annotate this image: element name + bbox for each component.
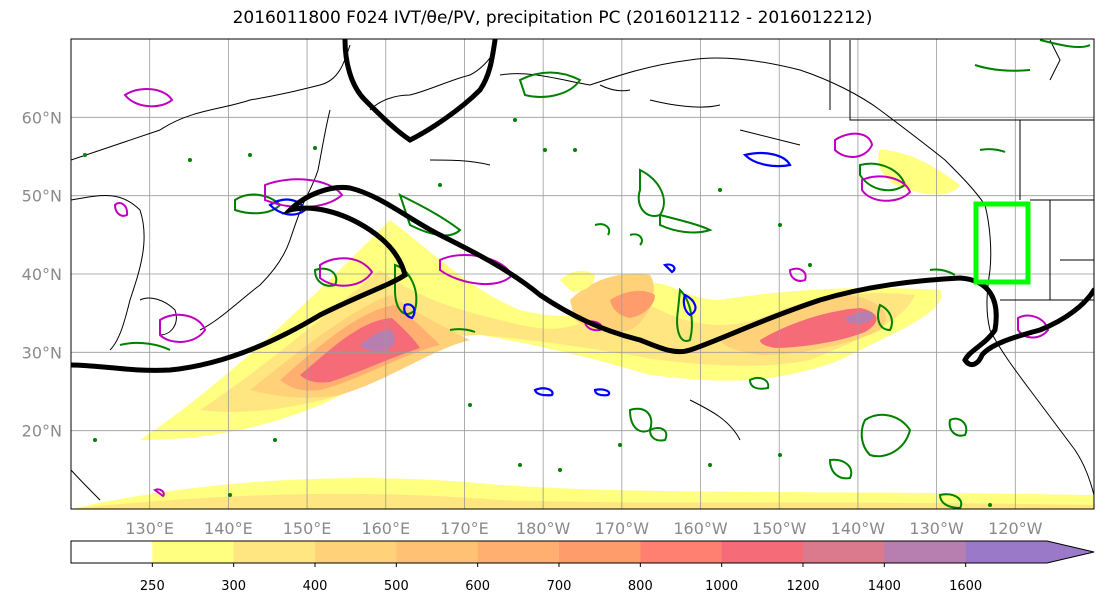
colorbar-tick-label: 1000 <box>705 579 738 594</box>
colorbar-segment <box>884 541 967 563</box>
colorbar-tick-label: 300 <box>221 579 246 594</box>
longitude-tick-label: 130°E <box>125 519 174 538</box>
longitude-tick-label: 170°E <box>440 519 489 538</box>
target-region-box <box>973 201 1031 285</box>
longitude-labels: 130°E 140°E 150°E 160°E 170°E 180°W 170°W 160°W… <box>125 519 1042 538</box>
longitude-tick-label: 120°W <box>988 519 1043 538</box>
colorbar-segment <box>233 541 316 563</box>
colorbar-segment <box>721 541 804 563</box>
colorbar-tick-label: 400 <box>303 579 328 594</box>
map-title: 2016011800 F024 IVT/θe/PV, precipitation… <box>232 8 873 28</box>
longitude-tick-label: 170°W <box>595 519 650 538</box>
ivt-shading <box>71 150 1094 509</box>
colorbar-labels: 250 300 400 500 600 700 800 1000 1200 1400 1600 <box>140 563 982 594</box>
longitude-tick-label: 140°W <box>831 519 886 538</box>
latitude-tick-label: 40°N <box>22 265 62 284</box>
colorbar-tick-label: 800 <box>628 579 653 594</box>
speckles <box>83 118 992 507</box>
longitude-tick-label: 130°W <box>909 519 964 538</box>
coastlines <box>71 39 1094 501</box>
colorbar-segment <box>640 541 723 563</box>
colorbar-tick-label: 700 <box>547 579 572 594</box>
colorbar-tick-label: 600 <box>465 579 490 594</box>
colorbar-segment <box>477 541 560 563</box>
longitude-tick-label: 140°E <box>204 519 253 538</box>
pv-contour-thick <box>71 39 1094 373</box>
colorbar-segment <box>71 541 153 563</box>
colorbar-segment <box>396 541 479 563</box>
colorbar-tick-label: 1200 <box>786 579 819 594</box>
theta-contours-blue <box>268 151 792 397</box>
latitude-tick-label: 60°N <box>22 108 62 127</box>
latitude-tick-label: 20°N <box>22 422 62 441</box>
colorbar-outline <box>70 540 1095 564</box>
longitude-tick-label: 160°E <box>361 519 410 538</box>
latitude-tick-label: 30°N <box>22 343 62 362</box>
colorbar-tick-label: 1400 <box>868 579 901 594</box>
colorbar-extend-arrow <box>965 541 1094 563</box>
colorbar-segment <box>803 541 885 563</box>
colorbar-tick-label: 500 <box>384 579 409 594</box>
longitude-tick-label: 150°E <box>283 519 332 538</box>
latitude-tick-label: 50°N <box>22 187 62 206</box>
map-frame <box>70 38 1095 510</box>
colorbar-segment <box>559 541 641 563</box>
theta-contours-green <box>119 39 1091 509</box>
colorbar-tick-label: 250 <box>140 579 165 594</box>
colorbar-segment <box>152 541 235 563</box>
colorbar <box>70 540 1095 564</box>
latitude-labels: 20°N 30°N 40°N 50°N 60°N <box>22 108 62 440</box>
longitude-tick-label: 150°W <box>752 519 807 538</box>
longitude-tick-label: 180°W <box>516 519 571 538</box>
colorbar-tick-label: 1600 <box>949 579 982 594</box>
longitude-tick-label: 160°W <box>673 519 728 538</box>
colorbar-segment <box>315 541 397 563</box>
